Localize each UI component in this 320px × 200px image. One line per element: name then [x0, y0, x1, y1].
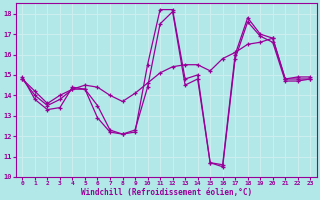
X-axis label: Windchill (Refroidissement éolien,°C): Windchill (Refroidissement éolien,°C) [81, 188, 252, 197]
